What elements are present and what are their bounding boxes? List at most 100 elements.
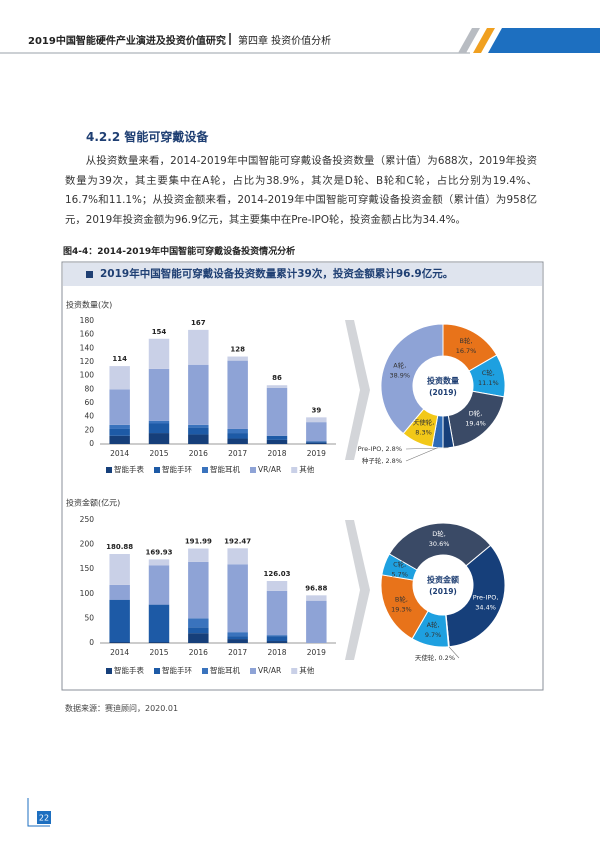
total-label: 154 [152, 328, 167, 336]
legend-swatch [202, 668, 208, 674]
bar-segment [109, 389, 130, 425]
slice-value: 2.8% [385, 445, 402, 453]
bar-segment [266, 635, 288, 637]
bar-segment [227, 433, 248, 439]
header-title: 2019中国智能硬件产业演进及投资价值研究 [28, 36, 226, 47]
bar-segment [188, 618, 209, 628]
page-number-frame [27, 798, 50, 827]
y-axis-title: 投资金额(亿元) [66, 498, 120, 508]
legend-label: 智能手表 [114, 665, 144, 675]
legend-label: 其他 [299, 665, 314, 675]
header-stripe [473, 28, 495, 53]
legend-swatch [250, 668, 256, 674]
donut-center-subtitle: (2019) [429, 587, 457, 596]
bar-segment [148, 433, 170, 444]
slice-value: 8.3% [415, 429, 432, 437]
x-tick-label: 2018 [267, 648, 286, 657]
legend-swatch [106, 668, 112, 674]
bar-segment [109, 435, 130, 444]
total-label: 128 [230, 346, 245, 354]
y-tick-label: 250 [80, 515, 95, 524]
legend-swatch [291, 467, 298, 473]
slice-name: A轮, [427, 620, 440, 629]
bar-segment [188, 434, 209, 444]
legend-label: VR/AR [258, 465, 281, 474]
y-tick-label: 160 [80, 330, 95, 339]
figure-caption: 图4-4：2014-2019年中国智能可穿戴设备投资情况分析 [63, 247, 296, 257]
x-tick-label: 2019 [307, 449, 326, 458]
y-tick-label: 200 [80, 540, 95, 549]
slice-value: 19.4% [465, 420, 486, 428]
donut-hole [414, 357, 472, 415]
y-tick-label: 50 [84, 613, 94, 622]
bar-segment [266, 580, 288, 591]
slice-value: 11.1% [478, 379, 499, 387]
header-stripe [458, 28, 480, 53]
bar-segment [148, 338, 170, 369]
slice-name: Pre-IPO, [358, 445, 384, 453]
slice-name: Pre-IPO, [473, 593, 499, 601]
header-chapter: 第四章 投资价值分析 [238, 36, 332, 47]
x-tick-label: 2015 [149, 648, 168, 657]
donut-hole [414, 556, 472, 614]
legend-label: 其他 [299, 464, 314, 474]
x-tick-label: 2016 [189, 449, 208, 458]
page-number-box [37, 811, 51, 824]
legend-swatch [154, 668, 160, 674]
legend-label: 智能手环 [162, 464, 192, 474]
x-tick-label: 2015 [149, 449, 168, 458]
bar-segment [266, 387, 288, 436]
bar-segment [227, 632, 248, 637]
legend-swatch [250, 467, 256, 473]
slice-name: D轮, [432, 529, 446, 538]
bar-segment [188, 364, 209, 425]
paragraph: 从投资数量来看，2014-2019年中国智能可穿戴设备投资数量（累计值）为688… [65, 155, 537, 226]
y-tick-label: 150 [80, 564, 95, 573]
legend-label: 智能手表 [114, 464, 144, 474]
legend-swatch [106, 467, 112, 473]
donut-slice [445, 544, 506, 648]
y-tick-label: 140 [80, 343, 95, 352]
slice-name: D轮, [469, 409, 483, 418]
chevron-arrow [345, 520, 370, 660]
bar-segment [109, 584, 130, 600]
figure-frame [61, 261, 544, 691]
bar-segment [306, 441, 327, 443]
slice-value: 30.6% [429, 540, 450, 548]
bar-segment [227, 356, 248, 361]
bar-segment [306, 595, 327, 601]
bar-segment [266, 439, 288, 444]
bar-segment [188, 627, 209, 634]
total-label: 39 [311, 406, 321, 414]
banner-bullet [86, 271, 93, 278]
slice-label: Pre-IPO, 2.8% [358, 445, 402, 453]
bar-segment [148, 423, 170, 434]
donut-slice [380, 323, 444, 435]
total-label: 96.88 [305, 584, 327, 592]
slice-name: 种子轮, [362, 456, 384, 465]
bar-segment [148, 642, 170, 643]
legend-swatch [202, 467, 208, 473]
slice-value: 2.8% [385, 457, 402, 465]
x-tick-label: 2014 [110, 648, 129, 657]
leader-line [405, 447, 438, 462]
chevron-arrow [345, 320, 370, 460]
bar-segment [109, 428, 130, 436]
bar-segment [188, 424, 209, 428]
slice-value: 19.3% [391, 606, 412, 614]
slice-name: C轮, [393, 559, 406, 568]
x-tick-label: 2017 [228, 648, 247, 657]
bar-segment [148, 565, 170, 605]
y-tick-label: 0 [89, 439, 94, 448]
slice-name: B轮, [460, 336, 473, 345]
bar-segment [266, 435, 288, 440]
slice-name: 天使轮, [413, 418, 435, 427]
slice-name: B轮, [395, 595, 408, 604]
bar-segment [109, 599, 130, 643]
bar-segment [227, 428, 248, 434]
bar-segment [306, 422, 327, 442]
bar-segment [266, 590, 288, 636]
bar-segment [227, 639, 248, 643]
x-tick-label: 2014 [110, 449, 129, 458]
